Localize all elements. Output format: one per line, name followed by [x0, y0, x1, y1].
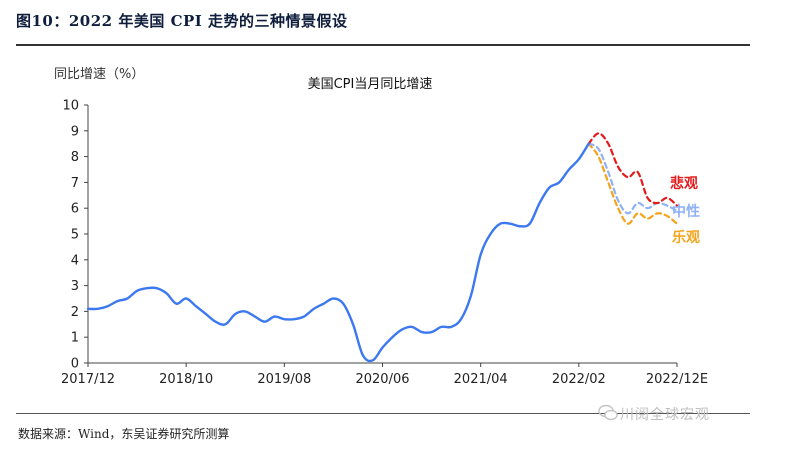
y-tick-label: 3: [71, 279, 79, 294]
watermark-text: 川阅全球宏观: [620, 407, 710, 423]
y-tick-label: 10: [62, 99, 79, 114]
y-tick-label: 9: [71, 124, 79, 139]
y-tick-label: 5: [71, 228, 79, 243]
wechat-icon: [598, 404, 618, 421]
x-tick-label: 2020/06: [355, 372, 409, 387]
scenario-label-neutral: 中性: [672, 203, 700, 220]
chart-title: 美国CPI当月同比增速: [308, 77, 433, 92]
x-tick-label: 2021/04: [454, 372, 508, 387]
x-tick-label: 2019/08: [257, 372, 311, 387]
series-line-history: [86, 142, 590, 363]
series-line-neutral: [587, 142, 679, 215]
source-note: 数据来源：Wind，东吴证券研究所测算: [18, 427, 230, 441]
y-tick-label: 1: [71, 331, 79, 346]
figure-title: 图10：2022 年美国 CPI 走势的三种情景假设: [16, 12, 348, 30]
y-ticks: 0 1 2 3 4 5 6 7 8 9 10: [62, 99, 88, 372]
y-tick-label: 8: [71, 150, 79, 165]
y-tick-label: 6: [71, 202, 79, 217]
x-tick-label: 2022/12E: [646, 372, 708, 387]
y-axis-label: 同比增速（%）: [54, 67, 144, 82]
y-tick-label: 4: [71, 253, 79, 268]
scenario-label-optimistic: 乐观: [672, 229, 700, 246]
x-ticks: 2017/12 2018/10 2019/08 2020/06 2021/04 2022/…: [61, 363, 708, 387]
series-line-optimistic: [587, 142, 679, 225]
series-line-pessimistic: [587, 132, 679, 207]
scenario-label-pessimistic: 悲观: [670, 175, 698, 192]
y-tick-label: 0: [71, 357, 79, 372]
series-lines: [86, 132, 679, 363]
x-tick-label: 2018/10: [159, 372, 213, 387]
title-rule: [16, 44, 750, 46]
y-tick-label: 7: [71, 176, 79, 191]
source-rule: [16, 413, 750, 414]
x-tick-label: 2022/02: [552, 372, 606, 387]
watermark: 川阅全球宏观: [598, 402, 748, 426]
x-tick-label: 2017/12: [61, 372, 115, 387]
y-tick-label: 2: [71, 305, 79, 320]
